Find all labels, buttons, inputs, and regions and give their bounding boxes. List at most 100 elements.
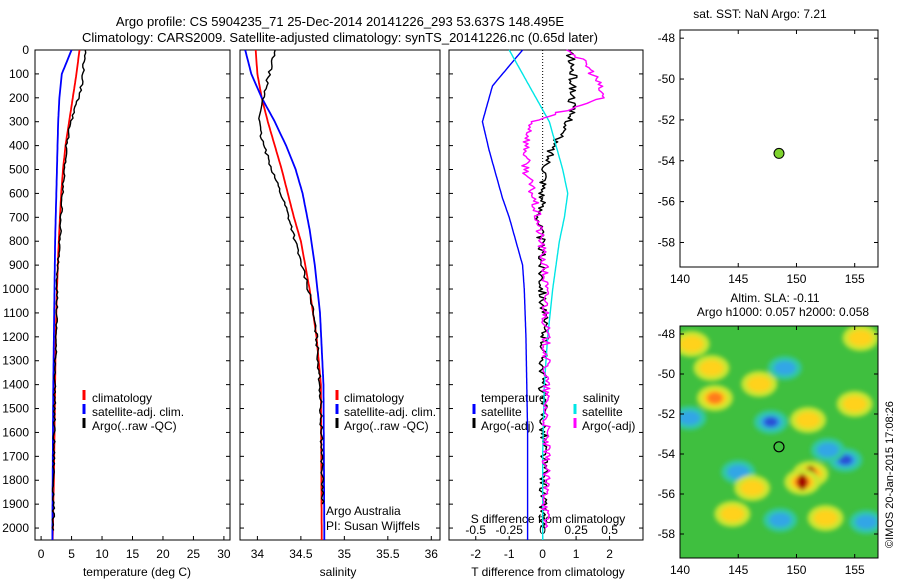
sst-argo-marker — [773, 147, 785, 159]
difference-legend-temperature-title: temperature — [481, 391, 546, 405]
salinity-xtick-label: 36 — [425, 547, 439, 561]
difference-legend-sal-satellite: satellite — [582, 405, 623, 419]
sst-map-xtick-label: 145 — [728, 272, 748, 286]
salinity-series-line — [244, 49, 326, 540]
sla-blob-group — [680, 326, 878, 534]
sst-map-frame — [679, 29, 879, 268]
s-difference-xtick-label: 0.25 — [564, 523, 588, 537]
sla-map-ytick-label: -52 — [658, 407, 676, 421]
salinity-xlabel: salinity — [320, 565, 357, 579]
temperature-legend: climatology satellite-adj. clim. Argo(..… — [82, 390, 184, 433]
sla-negative-anomaly-core — [773, 361, 796, 375]
temperature-xtick-label: 30 — [217, 547, 231, 561]
sla-positive-anomaly-core — [796, 412, 821, 428]
sla-map-xtick-label: 140 — [670, 563, 690, 577]
sla-negative-anomaly-core — [816, 443, 839, 457]
temperature-legend-climatology: climatology — [92, 391, 152, 405]
salinity-legend-argo: Argo(..raw -QC) — [344, 419, 429, 433]
difference-axes-frame — [448, 49, 644, 541]
sla-positive-anomaly-core — [680, 336, 704, 352]
sla-map-title-line1: Altim. SLA: -0.11 — [730, 291, 819, 305]
temperature-legend-argo: Argo(..raw -QC) — [92, 419, 177, 433]
depth-tick-label: 0 — [22, 43, 29, 57]
salinity-annotation-argo-australia: Argo Australia — [326, 504, 401, 518]
salinity-xtick-label: 35.5 — [376, 547, 400, 561]
salinity-xtick-label: 34.5 — [289, 547, 313, 561]
sla-argo-marker — [773, 441, 785, 453]
sla-map-xtick-label: 155 — [845, 563, 865, 577]
sst-map-xtick-label: 155 — [845, 272, 865, 286]
sla-map-xtick-label: 145 — [728, 563, 748, 577]
temperature-xlabel: temperature (deg C) — [83, 565, 191, 579]
s-difference-xtick-label: 0.5 — [601, 523, 618, 537]
temperature-xtick-label: 5 — [68, 547, 75, 561]
depth-tick-label: 500 — [9, 163, 29, 177]
sla-strong-positive-anomaly — [706, 392, 723, 404]
salinity-annotation-pi: PI: Susan Wijffels — [326, 519, 420, 533]
t-difference-xtick-label: 1 — [573, 547, 580, 561]
sla-map-xtick-label: 150 — [786, 563, 806, 577]
salinity-series-line — [258, 49, 325, 505]
sla-negative-anomaly-core — [680, 411, 701, 425]
difference-series-line — [534, 49, 578, 529]
sst-map-panel: sat. SST: NaN Argo: 7.21 140 145 150 155 -48… — [658, 7, 879, 286]
temperature-xtick-label: 0 — [38, 547, 45, 561]
sst-map-ytick-label: -50 — [658, 72, 676, 86]
sla-positive-anomaly-core — [740, 480, 765, 496]
t-difference-xtick-label: -1 — [504, 547, 515, 561]
depth-tick-label: 200 — [9, 91, 29, 105]
salinity-series-line — [254, 49, 323, 540]
figure-title-line2: Climatology: CARS2009. Satellite-adjuste… — [82, 30, 598, 45]
difference-series-line — [481, 49, 529, 540]
sla-map-title-line2: Argo h1000: 0.057 h2000: 0.058 — [697, 305, 869, 319]
temperature-xtick-label: 25 — [187, 547, 201, 561]
sla-peak-positive-anomaly — [797, 474, 808, 490]
temperature-axes-frame — [34, 49, 231, 541]
depth-tick-label: 300 — [9, 115, 29, 129]
salinity-legend-satellite: satellite-adj. clim. — [344, 405, 436, 419]
s-difference-xtick-label: -0.5 — [465, 523, 486, 537]
difference-legend-temp-satellite: satellite — [481, 405, 522, 419]
temperature-xtick-label: 15 — [126, 547, 140, 561]
sla-heatmap-field — [680, 326, 878, 558]
salinity-panel: salinity climatology satellite-adj. clim… — [239, 49, 441, 579]
sla-strong-negative-anomaly — [763, 417, 778, 427]
temperature-xtick-label: 10 — [95, 547, 109, 561]
temperature-panel: temperature (deg C) climatology satellit… — [2, 43, 231, 579]
sst-map-ytick-label: -48 — [658, 31, 676, 45]
imos-watermark: ©IMOS 20-Jan-2015 17:08:26 — [884, 401, 896, 548]
sla-positive-anomaly-core — [848, 330, 873, 346]
depth-tick-label: 400 — [9, 139, 29, 153]
t-difference-xtick-label: -2 — [470, 547, 481, 561]
sla-map-panel: Altim. SLA: -0.11 Argo h1000: 0.057 h200… — [658, 291, 879, 577]
sst-map-xtick-label: 150 — [786, 272, 806, 286]
sla-map-ytick-label: -58 — [658, 527, 676, 541]
temperature-series-line — [51, 49, 73, 540]
depth-tick-label: 600 — [9, 186, 29, 200]
depth-tick-label: 1000 — [2, 282, 29, 296]
depth-tick-label: 1800 — [2, 473, 29, 487]
sst-map-xtick-label: 140 — [670, 272, 690, 286]
salinity-legend-climatology: climatology — [344, 391, 404, 405]
depth-tick-label: 800 — [9, 234, 29, 248]
depth-tick-label: 1200 — [2, 330, 29, 344]
figure-title-line1: Argo profile: CS 5904235_71 25-Dec-2014 … — [116, 14, 564, 29]
sst-map-ytick-label: -56 — [658, 195, 676, 209]
depth-tick-label: 1500 — [2, 402, 29, 416]
salinity-legend: climatology satellite-adj. clim. Argo(..… — [335, 390, 436, 433]
depth-tick-label: 1600 — [2, 425, 29, 439]
sla-map-ytick-label: -54 — [658, 447, 676, 461]
t-difference-xtick-label: 2 — [606, 547, 613, 561]
depth-tick-label: 1300 — [2, 354, 29, 368]
sla-negative-anomaly-core — [855, 515, 878, 529]
difference-legend-temp-argo: Argo(-adj) — [481, 419, 534, 433]
sst-map-ytick-label: -52 — [658, 113, 676, 127]
depth-tick-label: 1900 — [2, 497, 29, 511]
difference-legend-salinity-title: salinity — [583, 391, 620, 405]
temperature-series-line — [51, 49, 87, 531]
t-difference-label: T difference from climatology — [471, 565, 625, 579]
depth-tick-label: 1100 — [3, 306, 29, 320]
sla-strong-negative-anomaly — [838, 455, 853, 465]
sla-positive-anomaly-core — [699, 360, 724, 376]
difference-legend-sal-argo: Argo(-adj) — [582, 419, 635, 433]
